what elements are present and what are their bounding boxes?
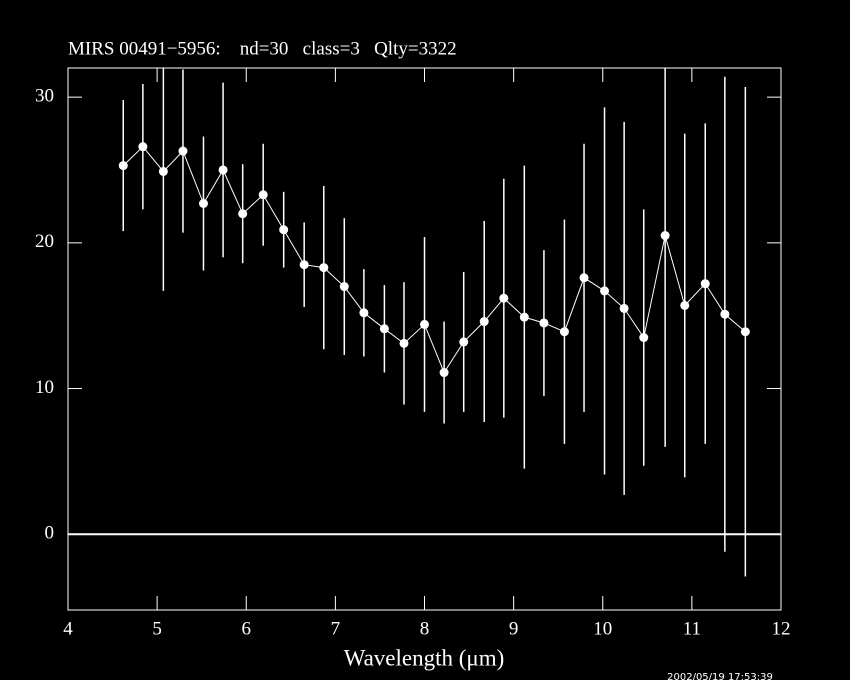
data-point bbox=[600, 286, 610, 296]
timestamp: 2002/05/19 17:53:39 bbox=[667, 672, 773, 680]
data-point bbox=[499, 293, 509, 303]
data-point bbox=[579, 273, 589, 283]
data-point bbox=[680, 300, 690, 310]
data-point bbox=[158, 166, 168, 176]
x-tick-label: 5 bbox=[152, 618, 162, 639]
data-point bbox=[399, 338, 409, 348]
chart-title: MIRS 00491−5956: nd=30 class=3 Qlty=3322 bbox=[68, 38, 457, 59]
x-tick-label: 7 bbox=[331, 618, 341, 639]
y-tick-label: 20 bbox=[35, 231, 54, 252]
data-point bbox=[439, 368, 449, 378]
data-point bbox=[178, 146, 188, 156]
y-tick-label: 0 bbox=[45, 523, 55, 544]
data-point bbox=[258, 190, 268, 200]
x-tick-label: 9 bbox=[509, 618, 519, 639]
data-point bbox=[118, 161, 128, 171]
data-point bbox=[218, 165, 228, 175]
data-point bbox=[619, 303, 629, 313]
data-point bbox=[740, 327, 750, 337]
data-point bbox=[379, 324, 389, 334]
x-tick-label: 6 bbox=[242, 618, 252, 639]
data-point bbox=[339, 282, 349, 292]
data-point bbox=[319, 263, 329, 273]
data-line bbox=[122, 145, 746, 374]
x-tick-label: 11 bbox=[683, 618, 701, 639]
data-point bbox=[238, 209, 248, 219]
data-point bbox=[519, 312, 529, 322]
data-point bbox=[660, 231, 670, 241]
x-tick-label: 8 bbox=[420, 618, 430, 639]
data-point bbox=[720, 309, 730, 319]
y-tick-label: 10 bbox=[35, 377, 54, 398]
data-point bbox=[279, 225, 289, 235]
data-point bbox=[479, 317, 489, 327]
y-tick-label: 30 bbox=[35, 85, 54, 106]
data-point bbox=[359, 308, 369, 318]
data-point bbox=[559, 327, 569, 337]
x-axis-label: Wavelength (μm) bbox=[344, 645, 505, 670]
x-tick-label: 10 bbox=[593, 618, 612, 639]
data-point bbox=[539, 318, 549, 328]
x-tick-label: 12 bbox=[772, 618, 791, 639]
data-point bbox=[299, 260, 309, 270]
data-point bbox=[459, 337, 469, 347]
data-point bbox=[700, 279, 710, 289]
x-tick-label: 4 bbox=[63, 618, 73, 639]
data-point bbox=[639, 333, 649, 343]
data-point bbox=[198, 199, 208, 208]
data-point bbox=[420, 319, 429, 329]
data-point bbox=[138, 142, 148, 152]
